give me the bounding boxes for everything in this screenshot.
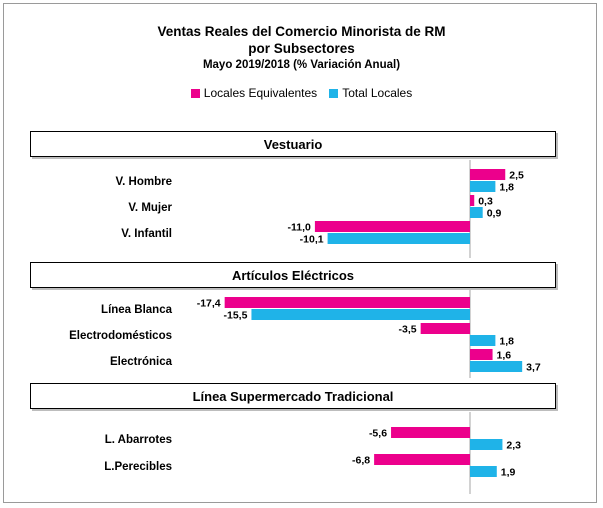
chart-title: Ventas Reales del Comercio Minorista de … [157, 24, 446, 39]
chart-title-line2: por Subsectores [248, 41, 355, 56]
data-label: -17,4 [197, 298, 221, 310]
data-label: -15,5 [224, 310, 248, 322]
data-label: 2,5 [509, 170, 524, 182]
bar [470, 195, 475, 206]
bar [470, 207, 483, 218]
bar [374, 454, 470, 465]
legend-item-locales-equivalentes: Locales Equivalentes [190, 86, 318, 100]
bar [470, 349, 493, 360]
bar [314, 221, 470, 232]
category-label: L.Perecibles [104, 461, 172, 473]
data-label: 0,3 [478, 196, 493, 208]
chart-subtitle: Mayo 2019/2018 (% Variación Anual) [202, 59, 401, 71]
legend-label: Locales Equivalentes [203, 86, 318, 100]
bar [470, 335, 496, 346]
data-label: 1,8 [499, 182, 514, 194]
data-label: -10,1 [300, 234, 324, 246]
data-label: -3,5 [399, 324, 417, 336]
data-label: 2,3 [506, 440, 521, 452]
section-header-vestuario: Vestuario [30, 131, 556, 157]
bar [420, 323, 470, 334]
legend-swatch-locales-equivalentes [190, 88, 200, 98]
bar [251, 309, 470, 320]
legend-swatch-total-locales [329, 88, 339, 98]
category-label: Electrónica [110, 356, 173, 368]
data-label: -6,8 [352, 455, 370, 467]
data-label: -5,6 [369, 428, 387, 440]
bar [224, 297, 470, 308]
data-label: 3,7 [526, 362, 541, 374]
bar [391, 427, 470, 438]
data-label: 0,9 [487, 208, 502, 220]
legend-label: Total Locales [342, 86, 413, 100]
category-label: Electrodomésticos [69, 330, 172, 342]
bar [470, 169, 506, 180]
category-label: L. Abarrotes [105, 434, 172, 446]
category-label: Línea Blanca [101, 304, 173, 316]
bar [470, 361, 523, 372]
category-label: V. Hombre [116, 176, 172, 188]
data-label: 1,9 [501, 467, 516, 479]
legend-item-total-locales: Total Locales [329, 86, 412, 100]
chart-frame [3, 3, 597, 503]
data-label: 1,8 [499, 336, 514, 348]
chart-legend: Locales Equivalentes Total Locales [0, 86, 603, 100]
bar [470, 181, 496, 192]
data-label: -11,0 [288, 222, 312, 234]
bar [470, 466, 497, 477]
category-label: V. Mujer [128, 202, 172, 214]
bar [470, 439, 503, 450]
section-header-linea-supermercado: Línea Supermercado Tradicional [30, 383, 556, 409]
data-label: 1,6 [497, 350, 512, 362]
category-label: V. Infantil [121, 228, 172, 240]
bar [327, 233, 470, 244]
section-header-articulos-electricos: Artículos Eléctricos [30, 262, 556, 288]
